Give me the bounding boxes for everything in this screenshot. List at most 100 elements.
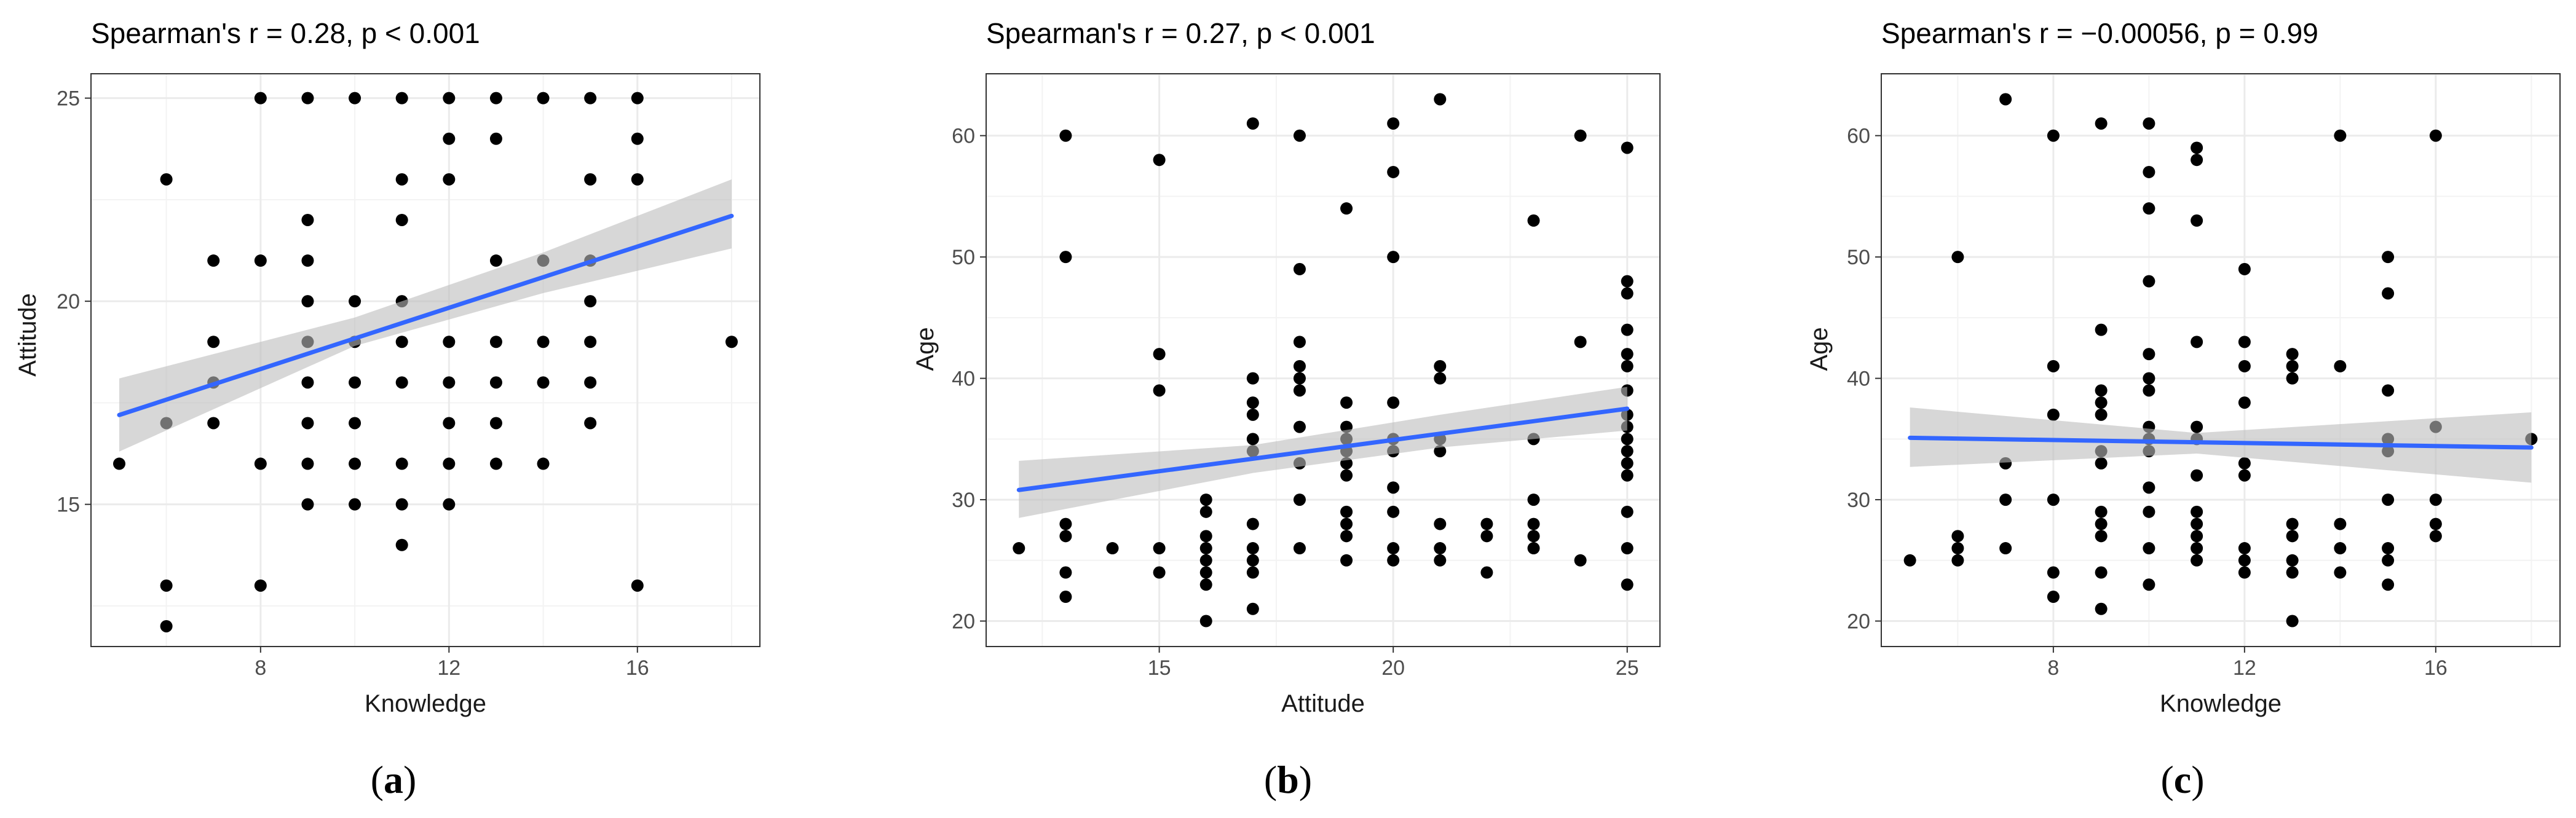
regression-line (117, 213, 734, 417)
data-point (2143, 578, 2155, 591)
data-point (1106, 542, 1119, 555)
data-point (207, 417, 220, 430)
data-point (2191, 154, 2203, 167)
data-point (1387, 505, 1400, 518)
data-point (1527, 542, 1540, 555)
data-point (2238, 469, 2251, 482)
data-point (2047, 129, 2060, 142)
data-point (1199, 530, 1212, 543)
data-point (1621, 445, 1634, 458)
data-point (2191, 517, 2203, 530)
data-point (301, 376, 314, 389)
data-point (2143, 117, 2155, 130)
data-point (2047, 408, 2060, 421)
data-point (1246, 517, 1259, 530)
data-point (1340, 396, 1353, 409)
data-point (2429, 530, 2442, 543)
chart-title: Spearman's r = −0.00056, p = 0.99 (1881, 17, 2318, 49)
data-point (2334, 566, 2347, 579)
data-point (2382, 578, 2395, 591)
data-point (2143, 372, 2155, 385)
data-point (395, 457, 408, 470)
data-point (1246, 117, 1259, 130)
data-point (2382, 554, 2395, 567)
panel-caption: (b) (1264, 758, 1312, 801)
data-point (2143, 505, 2155, 518)
data-point (1621, 287, 1634, 300)
data-point (1951, 542, 1964, 555)
data-point (2191, 530, 2203, 543)
data-point (301, 417, 314, 430)
data-point (1059, 251, 1072, 264)
data-point (2238, 360, 2251, 372)
y-tick-label: 20 (1847, 610, 1870, 634)
data-point (1621, 433, 1634, 446)
data-point (2143, 481, 2155, 494)
data-point (1293, 262, 1306, 275)
data-point (2095, 566, 2108, 579)
data-point (349, 457, 362, 470)
data-point (2238, 336, 2251, 348)
y-tick-label: 20 (57, 290, 80, 313)
data-point (1951, 554, 1964, 567)
data-point (584, 295, 597, 308)
x-tick-label: 8 (255, 656, 266, 680)
data-point (2286, 554, 2299, 567)
data-point (160, 619, 173, 632)
data-point (2382, 287, 2395, 300)
data-point (443, 336, 456, 348)
data-point (301, 254, 314, 267)
data-point (1246, 372, 1259, 385)
data-point (395, 336, 408, 348)
plot-area (1881, 73, 2561, 647)
data-point (584, 173, 597, 186)
data-point (2238, 262, 2251, 275)
data-point (1999, 494, 2012, 506)
data-point (2238, 554, 2251, 567)
data-point (2191, 214, 2203, 227)
data-point (1059, 591, 1072, 604)
plot-border (90, 73, 761, 647)
data-point (1199, 615, 1212, 627)
data-point (1199, 494, 1212, 506)
data-point (1999, 542, 2012, 555)
data-point (1434, 542, 1447, 555)
data-point (1574, 554, 1587, 567)
data-point (2238, 457, 2251, 470)
y-tick-label: 30 (952, 489, 975, 512)
data-point (2095, 323, 2108, 336)
data-point (2334, 129, 2347, 142)
data-point (537, 92, 550, 104)
data-point (443, 498, 456, 511)
data-point (1059, 530, 1072, 543)
data-point (2191, 505, 2203, 518)
data-point (395, 376, 408, 389)
data-point (584, 417, 597, 430)
data-point (1013, 542, 1025, 555)
data-point (1199, 554, 1212, 567)
data-point (1621, 275, 1634, 288)
data-point (2143, 202, 2155, 215)
data-point (395, 213, 408, 226)
data-point (2047, 360, 2060, 372)
data-point (1340, 469, 1353, 482)
data-point (1621, 348, 1634, 361)
y-tick-label: 60 (952, 125, 975, 148)
data-point (584, 336, 597, 348)
data-point (2382, 542, 2395, 555)
data-point (254, 92, 267, 104)
data-point (1293, 542, 1306, 555)
data-point (254, 457, 267, 470)
data-point (2286, 615, 2299, 627)
data-point (489, 417, 502, 430)
data-point (1480, 566, 1493, 579)
data-point (2429, 494, 2442, 506)
data-point (1340, 505, 1353, 518)
panel-a: Spearman's r = 0.28, p < 0.001 Knowledge… (14, 17, 761, 801)
y-tick-label: 50 (952, 246, 975, 269)
data-point (489, 92, 502, 104)
data-point (2047, 494, 2060, 506)
data-point (1340, 517, 1353, 530)
data-point (113, 457, 125, 470)
